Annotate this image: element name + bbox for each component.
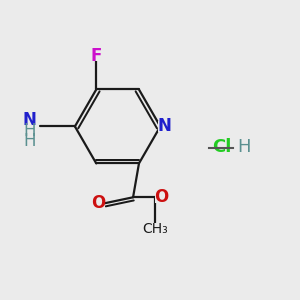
Text: N: N bbox=[158, 117, 172, 135]
Text: O: O bbox=[154, 188, 169, 206]
Text: O: O bbox=[92, 194, 106, 212]
FancyBboxPatch shape bbox=[145, 223, 166, 235]
FancyBboxPatch shape bbox=[90, 50, 102, 62]
Text: H: H bbox=[237, 138, 250, 156]
Text: F: F bbox=[91, 46, 102, 64]
FancyBboxPatch shape bbox=[158, 121, 171, 132]
FancyBboxPatch shape bbox=[155, 191, 168, 203]
Text: CH₃: CH₃ bbox=[142, 222, 168, 236]
Text: N: N bbox=[22, 111, 36, 129]
Text: H: H bbox=[23, 122, 35, 140]
Text: H: H bbox=[23, 132, 35, 150]
FancyBboxPatch shape bbox=[20, 114, 39, 133]
FancyBboxPatch shape bbox=[92, 197, 105, 209]
Text: Cl: Cl bbox=[212, 138, 231, 156]
